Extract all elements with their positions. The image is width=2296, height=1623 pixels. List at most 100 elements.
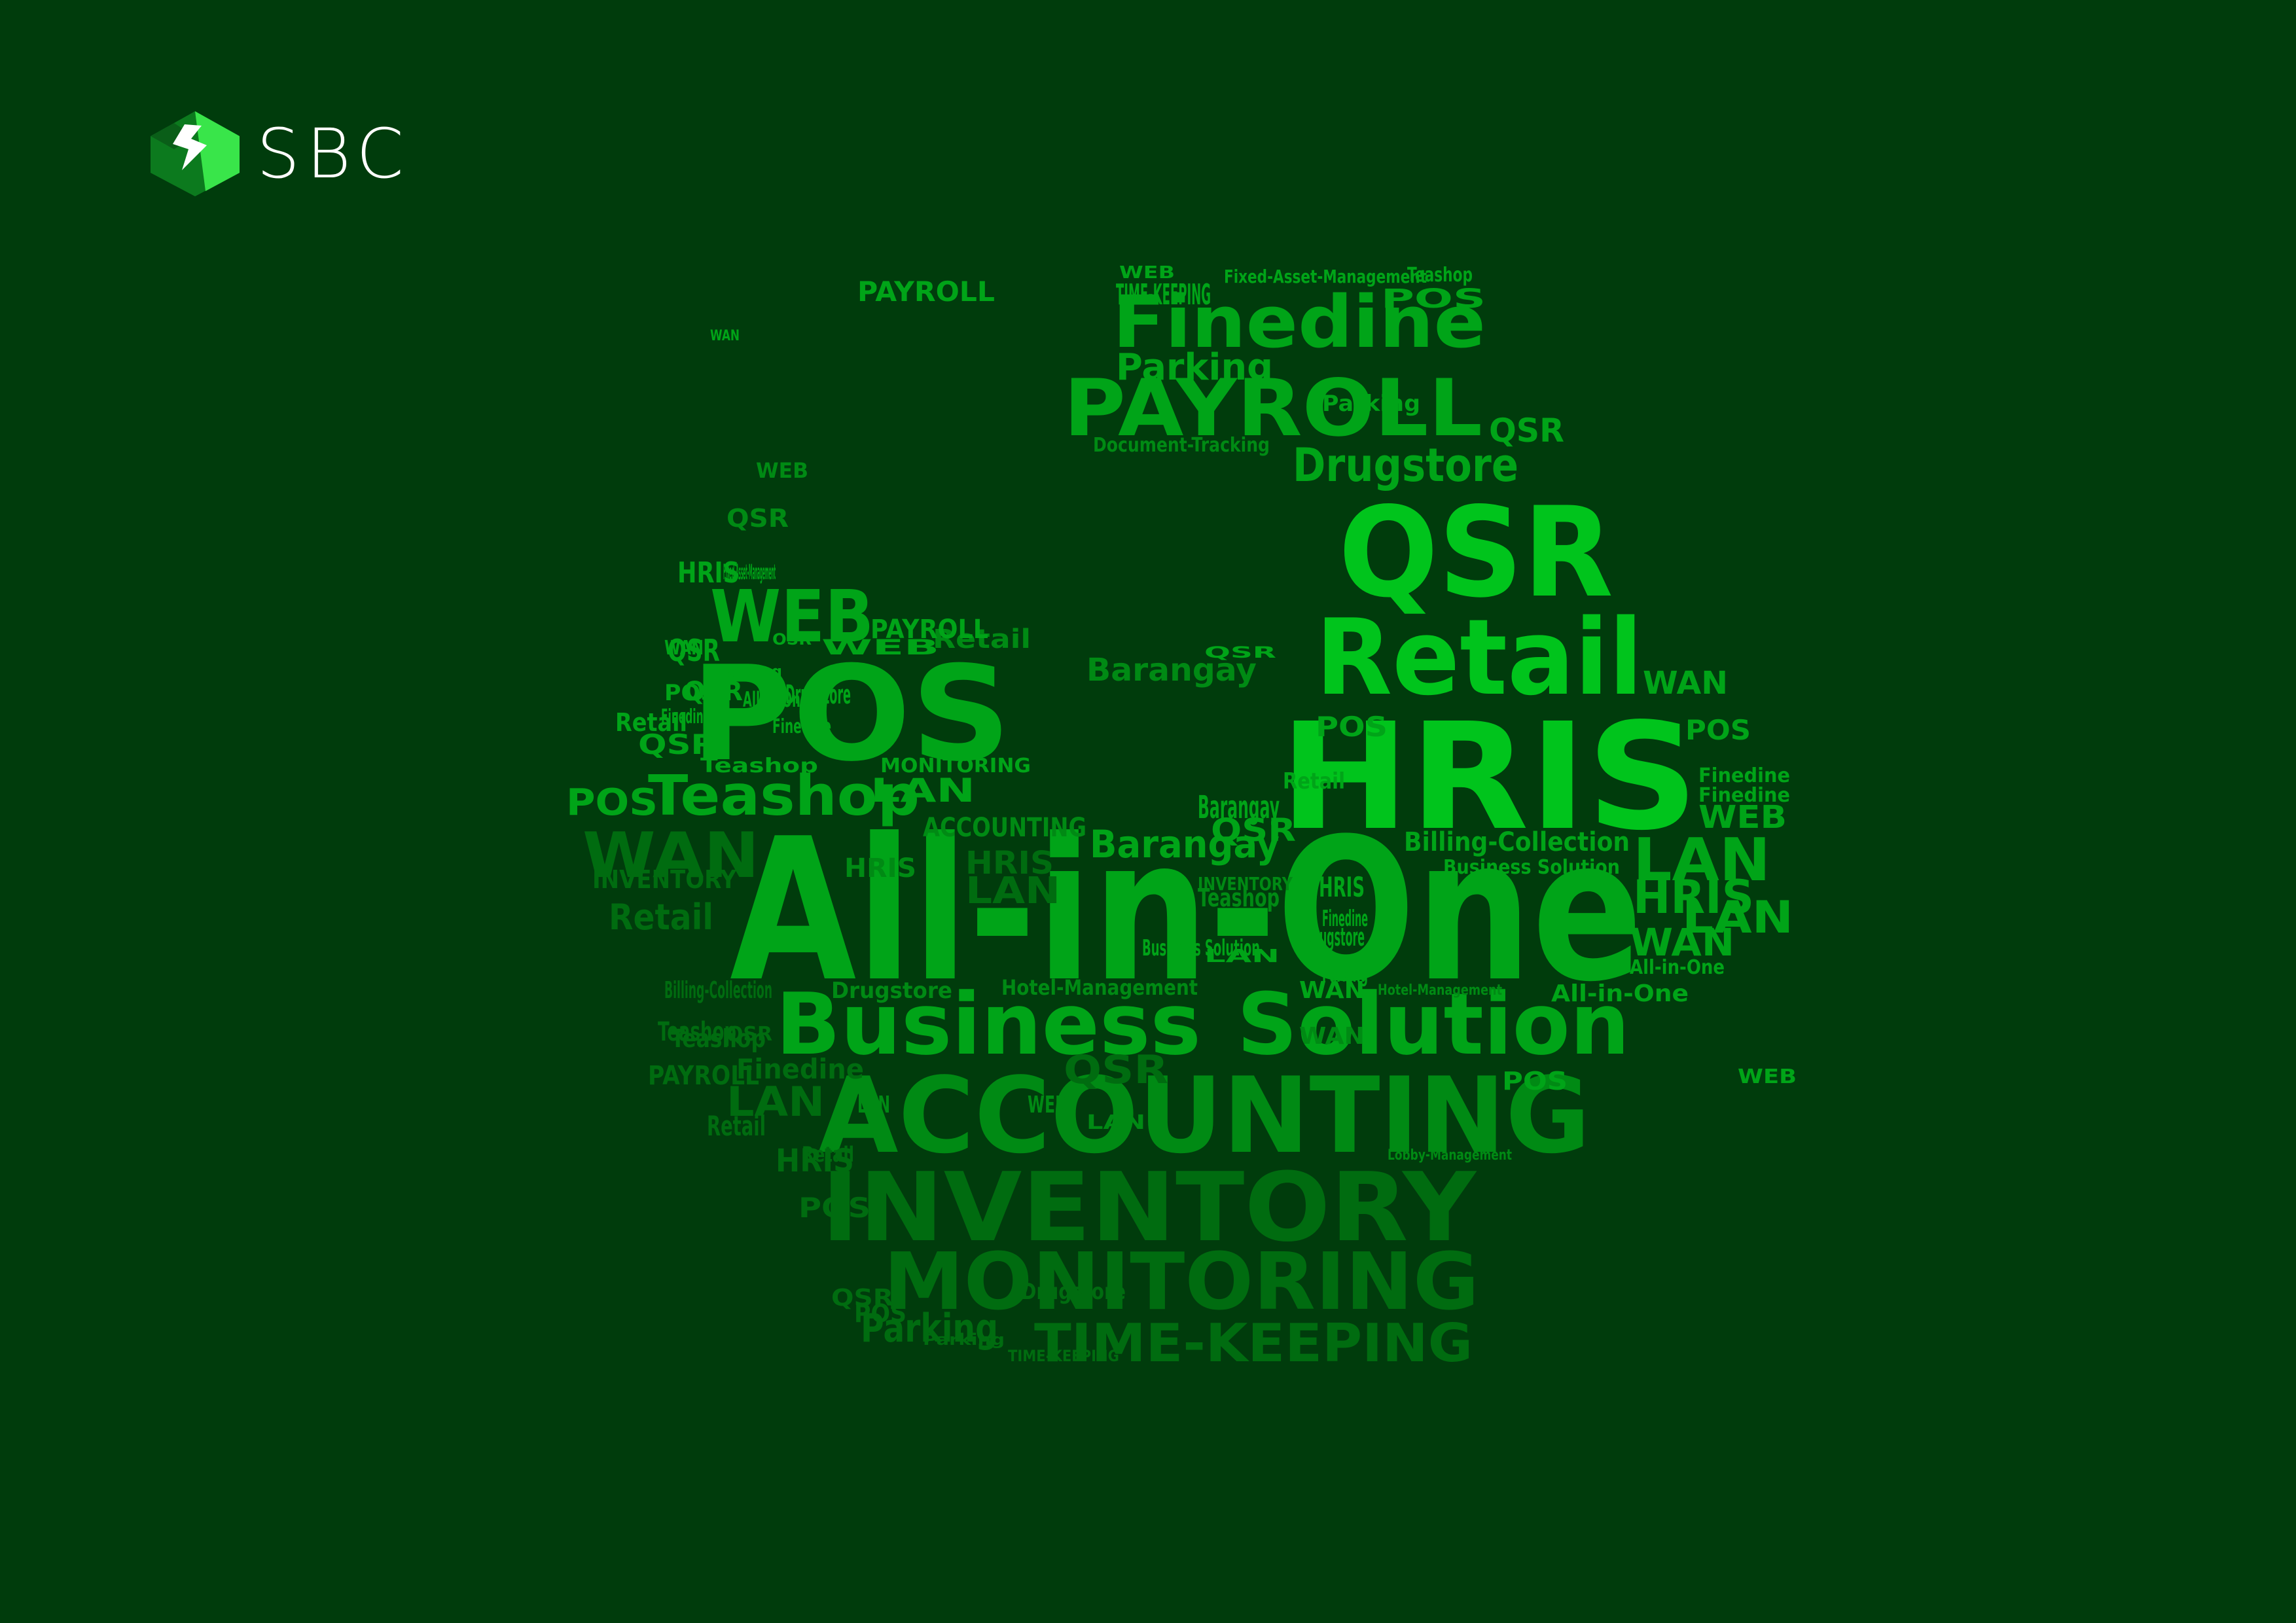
cloud-word: Teashop	[658, 1017, 736, 1047]
cloud-word: HRIS	[1280, 692, 1698, 863]
cloud-word: POS	[798, 1192, 870, 1224]
cloud-word: HRIS	[844, 853, 916, 883]
cloud-word: WEB	[710, 575, 874, 658]
cloud-word: Retail	[1316, 596, 1643, 719]
cloud-word: QSR	[726, 1023, 772, 1046]
cloud-word: Business Solution	[1142, 935, 1260, 961]
cloud-word: Parking	[1116, 346, 1273, 389]
cloud-word: HRIS	[776, 1143, 854, 1179]
cloud-word: WEB	[1119, 263, 1175, 283]
cloud-word: Barangay	[1198, 789, 1280, 826]
cloud-word: Parking	[923, 1330, 1005, 1349]
cloud-word: Parking	[717, 662, 782, 682]
cloud-word: Teashop	[1198, 883, 1280, 912]
cloud-word: PAYROLL	[648, 1061, 759, 1091]
cloud-word: Business Solution	[1443, 856, 1620, 879]
cloud-word: All-in-One	[1551, 980, 1689, 1007]
cloud-word: Retail	[609, 897, 713, 938]
cloud-word: Barangay	[1086, 652, 1257, 688]
cloud-word: WAN	[1643, 665, 1728, 702]
cloud-word: OSR	[772, 630, 812, 649]
cloud-word: WEB	[756, 458, 808, 483]
cloud-word: HRIS	[1633, 870, 1754, 924]
brand-name: SBC	[257, 114, 410, 194]
cloud-word: Drugstore	[1021, 1279, 1126, 1305]
cloud-word: All-in-One	[743, 687, 808, 712]
cloud-word: LAN	[726, 1078, 825, 1126]
cloud-word: Drugstore	[1293, 438, 1518, 492]
cloud-word: Parking	[861, 1306, 998, 1351]
cloud-word: TIME-KEEPING	[1116, 278, 1211, 312]
cloud-word: WEB	[1698, 799, 1787, 836]
cloud-word: PAYROLL	[857, 276, 995, 308]
cloud-word: QSR	[1204, 643, 1276, 662]
cloud-word: MONITORING	[884, 1237, 1479, 1328]
cloud-word: POS	[1381, 284, 1486, 314]
cloud-word: WAN	[1299, 1023, 1365, 1050]
cloud-word: WEB	[1028, 1092, 1067, 1118]
cloud-word: LAN	[1682, 892, 1793, 944]
cloud-word: All-in-One	[1630, 956, 1725, 979]
cloud-word: Retail	[933, 624, 1031, 654]
cloud-word: WAN	[664, 637, 704, 660]
cloud-word: Finedine	[661, 705, 710, 728]
cloud-word: Finedine	[1698, 764, 1790, 787]
cloud-word: LAN	[857, 1092, 890, 1118]
cloud-word: Drugstore	[831, 978, 952, 1004]
cloud-word: INVENTORY	[592, 865, 736, 894]
cloud-word: LAN	[965, 870, 1060, 912]
cloud-word: Parking	[1322, 961, 1368, 988]
cloud-word: Billing-Collection	[664, 977, 772, 1004]
cloud-word: POS	[1316, 711, 1388, 743]
cloud-word: POS	[854, 1299, 906, 1328]
cloud-word: QSR	[1064, 1047, 1168, 1093]
cloud-word: POS	[1685, 714, 1751, 746]
cloud-word: LAN	[1633, 826, 1770, 895]
cloud-word: HRIS	[677, 556, 740, 590]
cloud-word: HRIS	[965, 845, 1054, 882]
cloud-word: Retail	[615, 708, 687, 737]
cloud-word: ACCOUNTING	[818, 1054, 1590, 1177]
cloud-word: POS	[1502, 1067, 1568, 1096]
cloud-word: Billing-Collection	[1404, 827, 1630, 857]
cloud-word: LAN	[1086, 1111, 1145, 1134]
cloud-word: HRIS	[1319, 871, 1365, 903]
cloud-word: QSR	[831, 1285, 893, 1311]
cloud-word: WEB	[821, 635, 939, 660]
cloud-word: QSR	[684, 677, 743, 707]
cloud-word: WAN	[583, 820, 759, 892]
cloud-word: POS	[664, 680, 717, 706]
cloud-word: All-in-One	[730, 796, 1643, 1025]
cloud-word: Barangay	[1090, 822, 1280, 866]
cloud-word: Teashop	[671, 1024, 766, 1053]
cloud-word: QSR	[726, 504, 789, 533]
cloud-word: Retail	[1283, 768, 1345, 794]
cloud-word: LAN	[1204, 945, 1280, 967]
cloud-word: QSR	[1489, 412, 1564, 450]
cloud-word: Solution	[1237, 974, 1630, 1074]
cloud-word: Retail	[707, 1110, 766, 1142]
cloud-word: Document-Tracking	[1093, 434, 1270, 457]
cloud-word: Hotel-Management	[1378, 982, 1502, 999]
cloud-word: POS	[566, 781, 658, 824]
cloud-word: Finedine	[772, 715, 831, 738]
cloud-word: INVENTORY	[821, 1152, 1477, 1263]
cloud-word: Drugstore	[785, 680, 851, 710]
cloud-word: Teashop	[700, 755, 818, 777]
cloud-word: WEB	[1738, 1065, 1797, 1088]
cloud-word: QSR	[638, 728, 717, 760]
cloud-word: MONITORING	[880, 755, 1031, 777]
cloud-word: POS	[691, 638, 1011, 791]
cloud-word: Lobby-Management	[1388, 1147, 1512, 1164]
cloud-word: Finedine	[1698, 784, 1790, 807]
brand-header: SBC	[148, 110, 410, 198]
cloud-word: TIME-KEEPING	[1034, 1313, 1473, 1374]
cloud-word: INVENTORY	[1198, 873, 1293, 895]
cloud-word: Parking	[1322, 391, 1420, 417]
cloud-word: Drugstore	[1306, 923, 1365, 952]
cloud-word: Teashop	[648, 764, 920, 829]
cloud-word: WAN	[1630, 920, 1734, 965]
cloud-word: QSR	[1211, 812, 1296, 849]
